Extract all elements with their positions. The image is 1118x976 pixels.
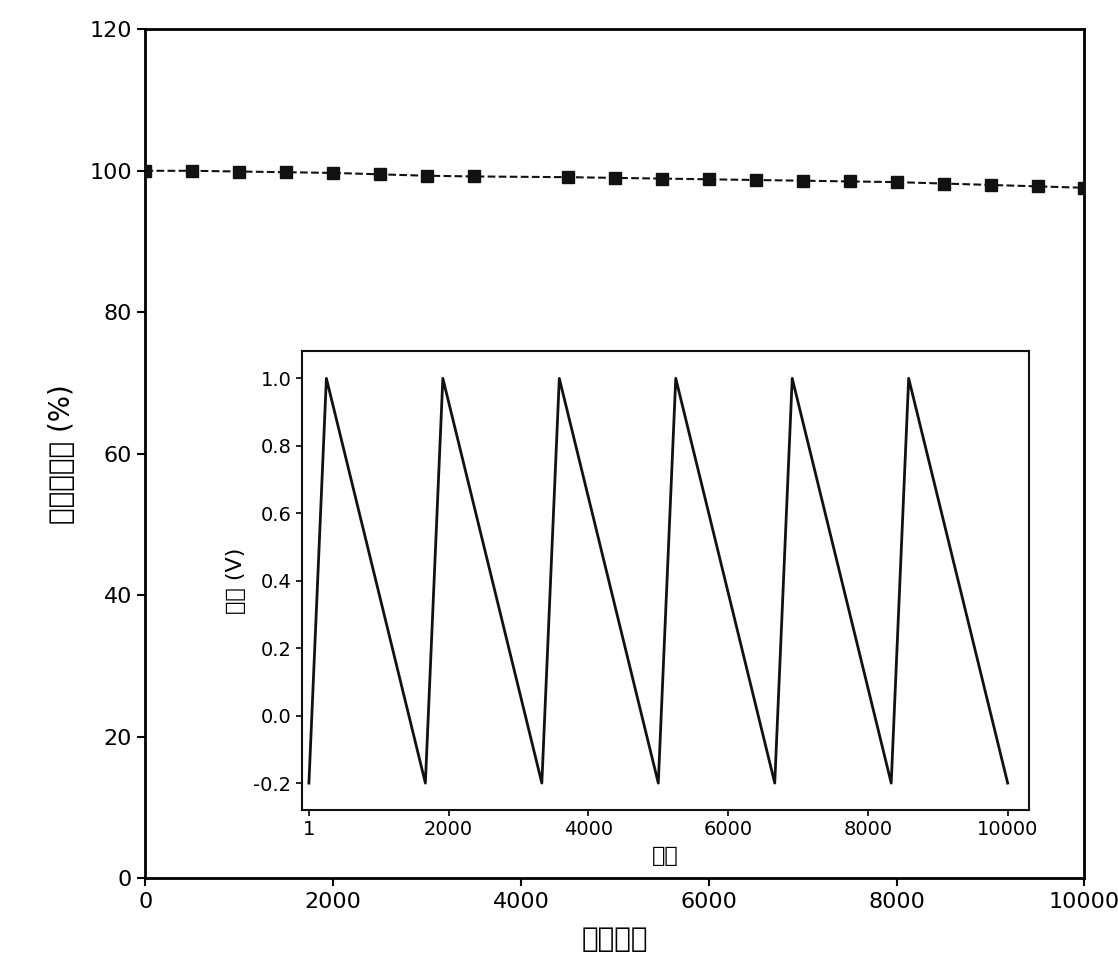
Y-axis label: 电容保留率 (%): 电容保留率 (%) <box>48 384 76 524</box>
X-axis label: 圈数: 圈数 <box>652 846 679 867</box>
X-axis label: 循环次数: 循环次数 <box>581 925 648 954</box>
Y-axis label: 电势 (V): 电势 (V) <box>227 548 246 614</box>
